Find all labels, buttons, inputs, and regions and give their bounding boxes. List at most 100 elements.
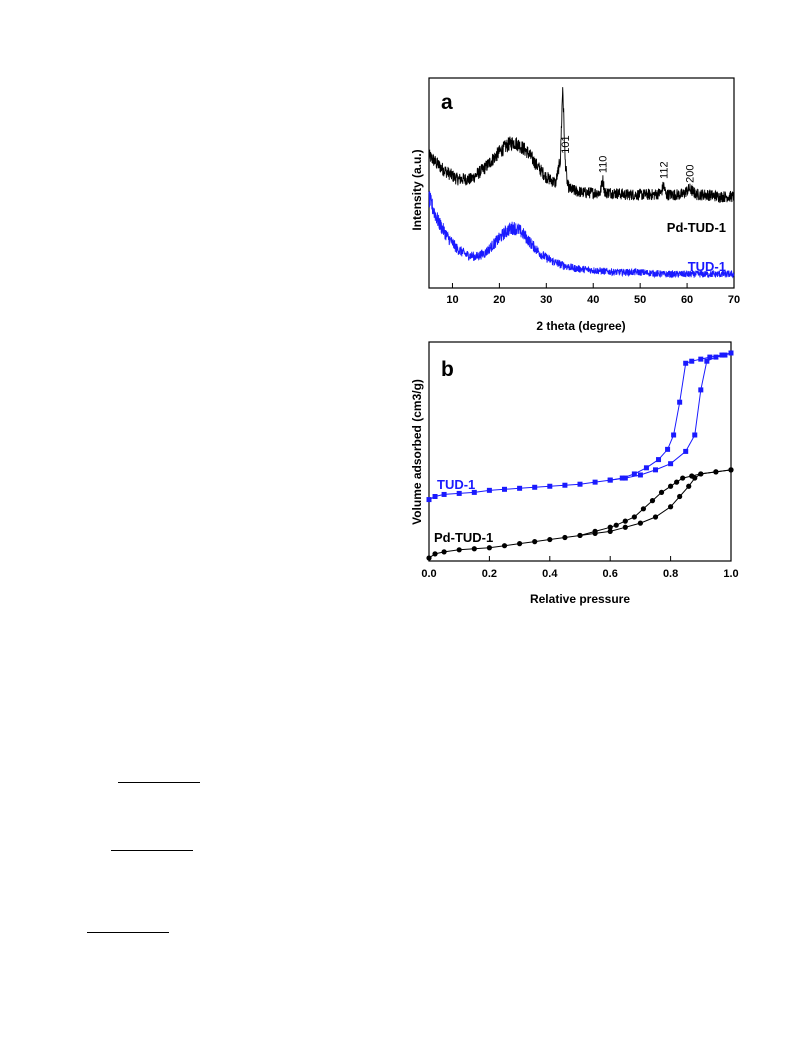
data-point-marker: [532, 484, 538, 490]
data-point-marker: [562, 482, 568, 488]
data-point-marker: [728, 350, 734, 356]
data-point-marker: [613, 522, 619, 528]
data-point-marker: [441, 491, 447, 497]
x-tick-label: 0.6: [603, 568, 618, 580]
data-point-marker: [707, 354, 713, 360]
panel-b-series-label-pd-tud-1: Pd-TUD-1: [434, 530, 493, 545]
data-point-marker: [432, 494, 438, 499]
panel-a-xrd-chart: 10 20 30 40 50 60 70 101 110 112 200 a 2 theta (d…: [410, 77, 740, 333]
data-point-marker: [671, 432, 677, 438]
x-tick-label: 60: [681, 294, 693, 306]
data-point-marker: [689, 473, 695, 479]
panel-b-isotherm-chart: 0.0 0.2 0.4 0.6 0.8 1.0 b Relative pressure V…: [410, 341, 739, 606]
x-tick-label: 0.2: [482, 568, 497, 580]
data-point-marker: [658, 489, 665, 495]
panel-a-x-ticks: 10 20 30 40 50 60 70: [446, 283, 740, 306]
data-point-marker: [698, 471, 704, 477]
panel-b-x-axis-title: Relative pressure: [530, 592, 630, 606]
data-point-marker: [432, 551, 438, 557]
data-point-marker: [486, 545, 492, 551]
data-point-marker: [547, 536, 553, 543]
data-point-marker: [501, 543, 508, 549]
data-point-marker: [728, 467, 734, 473]
panel-a-plot-frame: [428, 77, 735, 289]
panel-a-peak-annotations: 101 110 112 200: [560, 135, 696, 182]
data-point-marker: [619, 475, 625, 481]
peak-label: 101: [560, 135, 572, 153]
x-tick-label: 10: [446, 294, 458, 306]
data-point-marker: [683, 448, 689, 454]
data-point-marker: [674, 479, 680, 485]
data-point-marker: [680, 475, 686, 481]
panel-b-label: b: [441, 358, 454, 381]
panel-a-series-label-pd-tud-1: Pd-TUD-1: [667, 220, 726, 235]
x-tick-label: 0.8: [663, 568, 678, 580]
panel-b-x-ticks: 0.0 0.2 0.4 0.6 0.8 1.0: [421, 556, 739, 580]
data-point-marker: [592, 528, 598, 534]
data-point-marker: [713, 469, 719, 475]
data-point-marker: [547, 483, 553, 489]
data-point-marker: [656, 457, 662, 463]
data-point-marker: [653, 467, 658, 473]
data-point-marker: [689, 358, 695, 364]
panel-a-series-group: [428, 87, 735, 279]
data-point-marker: [607, 528, 613, 534]
data-point-marker: [637, 472, 643, 478]
data-point-marker: [668, 461, 674, 467]
data-point-marker: [426, 497, 432, 503]
data-point-marker: [668, 504, 674, 510]
data-point-marker: [622, 475, 628, 481]
data-point-marker: [677, 493, 683, 500]
x-tick-label: 70: [728, 294, 740, 306]
x-tick-label: 40: [587, 294, 599, 306]
data-point-marker: [622, 524, 628, 530]
data-point-marker: [713, 354, 719, 360]
data-point-marker: [562, 534, 568, 541]
data-point-marker: [649, 498, 656, 504]
data-point-marker: [502, 486, 507, 492]
data-point-marker: [577, 532, 583, 539]
data-point-marker: [692, 432, 698, 438]
data-point-marker: [668, 483, 674, 489]
data-point-marker: [652, 514, 659, 520]
xrd-series-line: [428, 191, 735, 279]
data-point-marker: [677, 399, 683, 405]
data-point-marker: [471, 489, 477, 495]
data-point-marker: [592, 479, 598, 485]
data-point-marker: [631, 514, 637, 520]
x-tick-label: 0.0: [421, 568, 436, 580]
x-tick-label: 20: [493, 294, 505, 306]
panel-b-plot-frame: [428, 341, 732, 562]
panel-b-y-axis-title: Volume adsorbed (cm3/g): [410, 379, 424, 525]
x-tick-label: 1.0: [723, 568, 738, 580]
data-point-marker: [607, 477, 613, 483]
data-point-marker: [704, 358, 710, 364]
data-point-marker: [607, 524, 613, 530]
data-point-marker: [517, 541, 523, 547]
data-point-marker: [698, 387, 704, 393]
panel-a-y-axis-title: Intensity (a.u.): [410, 149, 424, 230]
panel-a-series-label-tud-1: TUD-1: [688, 259, 726, 274]
isotherm-line: [610, 352, 732, 481]
data-point-marker: [640, 506, 647, 512]
data-point-marker: [471, 546, 477, 552]
panel-b-series-group: [426, 350, 734, 561]
data-point-marker: [665, 446, 671, 452]
panel-a-label: a: [441, 91, 453, 114]
data-point-marker: [456, 547, 462, 553]
footnote-rule-2: [111, 850, 193, 851]
data-point-marker: [643, 465, 649, 471]
data-point-marker: [577, 481, 583, 487]
peak-label: 110: [598, 156, 610, 174]
data-point-marker: [441, 549, 447, 555]
data-point-marker: [719, 352, 725, 358]
peak-label: 112: [659, 161, 671, 179]
data-point-marker: [486, 487, 492, 493]
x-tick-label: 0.4: [542, 568, 558, 580]
data-point-marker: [637, 520, 644, 526]
x-tick-label: 30: [540, 294, 552, 306]
x-tick-label: 50: [634, 294, 646, 306]
footnote-rule-3: [87, 932, 169, 933]
data-point-marker: [517, 485, 523, 491]
